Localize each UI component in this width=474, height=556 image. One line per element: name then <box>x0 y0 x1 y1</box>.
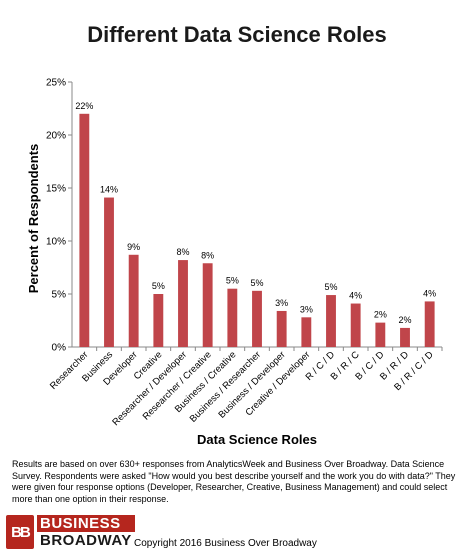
logo-text: BUSINESS BROADWAY <box>37 515 135 549</box>
bar <box>400 327 410 347</box>
bar <box>79 113 90 347</box>
data-label: 8% <box>176 247 189 257</box>
bar <box>128 254 139 347</box>
bar <box>424 301 435 347</box>
data-label: 22% <box>75 101 93 111</box>
y-tick-label: 15% <box>46 184 66 195</box>
y-tick-label: 10% <box>46 237 66 248</box>
bar <box>326 295 336 347</box>
bar <box>301 317 312 347</box>
data-label: 4% <box>423 288 436 298</box>
data-label: 5% <box>324 282 337 292</box>
chart-title: Different Data Science Roles <box>87 22 387 47</box>
business-broadway-logo: BB BUSINESS BROADWAY <box>6 514 135 550</box>
data-label: 8% <box>201 250 214 260</box>
y-axis-title: Percent of Respondents <box>26 144 41 294</box>
data-label: 14% <box>100 185 118 195</box>
data-label: 9% <box>127 242 140 252</box>
y-tick-label: 20% <box>46 131 66 142</box>
bar <box>276 310 287 347</box>
data-label: 3% <box>300 304 313 314</box>
bar <box>227 288 238 347</box>
y-tick-label: 25% <box>46 78 66 89</box>
y-tick-label: 0% <box>52 343 67 354</box>
data-label: 5% <box>152 281 165 291</box>
copyright-text: Copyright 2016 Business Over Broadway <box>134 538 317 549</box>
data-label: 4% <box>349 291 362 301</box>
bar <box>350 303 361 347</box>
x-category-label: Researcher <box>48 349 91 392</box>
y-tick-label: 5% <box>52 290 67 301</box>
bar <box>153 294 164 347</box>
bar <box>104 197 114 347</box>
bar <box>252 290 262 347</box>
data-label: 5% <box>250 278 263 288</box>
data-label: 2% <box>398 315 411 325</box>
logo-line1: BUSINESS <box>37 515 135 532</box>
logo-line2: BROADWAY <box>40 532 132 549</box>
bar <box>178 260 188 347</box>
bar <box>202 263 213 347</box>
data-label: 5% <box>226 276 239 286</box>
bar <box>375 322 386 347</box>
data-label: 2% <box>374 310 387 320</box>
logo-mark: BB <box>6 515 34 549</box>
data-label: 3% <box>275 298 288 308</box>
footnote: Results are based on over 630+ responses… <box>12 459 456 504</box>
bar-chart: 0%5%10%15%20%25%22%Researcher14%Business… <box>26 78 443 447</box>
x-axis-title: Data Science Roles <box>197 432 317 447</box>
